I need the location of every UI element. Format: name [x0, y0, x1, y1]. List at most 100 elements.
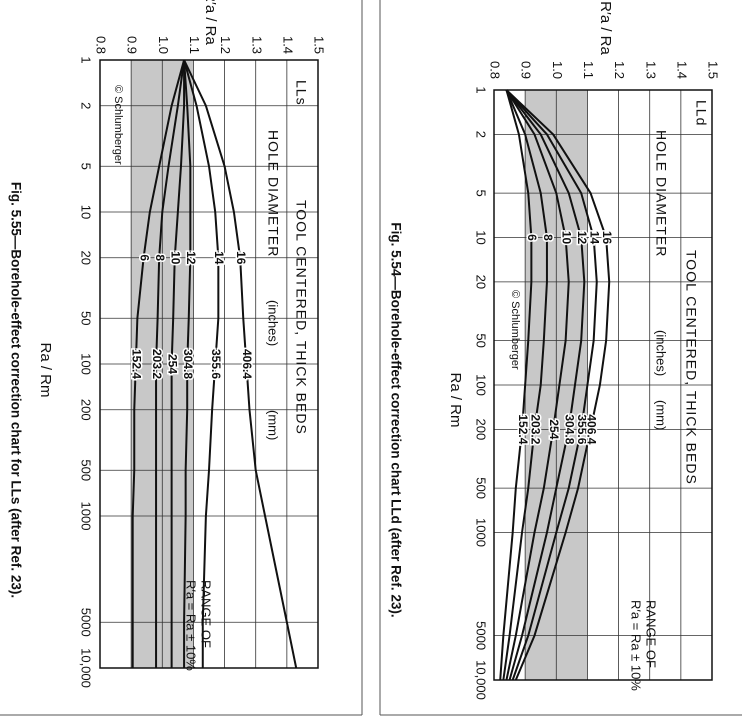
curve-label: 12 — [575, 231, 589, 245]
annotation: RANGE OF — [644, 600, 659, 668]
curve-label: 12 — [184, 251, 198, 265]
curve — [183, 59, 192, 668]
curve-label-mm: 406.4 — [240, 349, 254, 379]
x-tick-label: 10,000 — [79, 648, 94, 688]
x-tick-label: 2 — [79, 102, 94, 109]
copyright: © Schlumberger — [112, 85, 124, 165]
chart-title: TOOL CENTERED, THICK BEDS — [293, 200, 309, 435]
curve-label-mm: 203.2 — [150, 349, 164, 379]
y-tick-label: 1.1 — [187, 36, 202, 54]
x-tick-label: 200 — [474, 419, 489, 441]
annotation: RANGE OF — [199, 580, 214, 648]
y-tick-label: 0.8 — [94, 36, 109, 54]
x-axis-label: Ra / Rm — [37, 342, 54, 397]
curve-label: 8 — [541, 234, 555, 241]
plot-frame — [493, 89, 713, 681]
curve-label-mm: 355.6 — [209, 349, 223, 379]
x-tick-label: 2 — [474, 131, 489, 138]
curve-label-mm: 254 — [165, 354, 179, 374]
x-tick-label: 500 — [474, 477, 489, 499]
x-tick-label: 200 — [79, 399, 94, 421]
chart-title: TOOL CENTERED, THICK BEDS — [683, 250, 699, 485]
x-tick-label: 10 — [474, 230, 489, 244]
curve — [499, 89, 533, 681]
curve-label: 14 — [587, 231, 601, 245]
x-tick-label: 100 — [474, 374, 489, 396]
curve — [505, 89, 586, 681]
curve — [183, 59, 298, 669]
y-tick-label: 1.2 — [612, 61, 627, 79]
legend-units: (inches) — [266, 300, 281, 346]
x-tick-label: 5000 — [474, 621, 489, 650]
legend-title: HOLE DIAMETER — [265, 130, 281, 257]
curve — [131, 59, 186, 668]
curve — [505, 89, 598, 681]
y-tick-label: 1.2 — [218, 36, 233, 54]
curve — [183, 59, 220, 668]
x-tick-label: 500 — [79, 459, 94, 481]
curve-label-mm: 203.2 — [528, 414, 542, 444]
x-tick-label: 1000 — [79, 502, 94, 531]
x-tick-label: 50 — [474, 333, 489, 347]
curve-label: 16 — [234, 251, 248, 265]
x-tick-label: 1 — [79, 56, 94, 63]
copyright: © Schlumberger — [509, 290, 521, 370]
legend-units: (mm) — [266, 410, 281, 440]
y-tick-label: 1.0 — [156, 36, 171, 54]
chart-label: LLs — [293, 80, 309, 106]
legend-units: (mm) — [654, 400, 669, 430]
curve — [155, 59, 186, 668]
chart-label: LLd — [693, 100, 709, 126]
annotation: R′a = Ra ± 10% — [184, 580, 199, 671]
curve-label: 10 — [559, 231, 573, 245]
legend-units: (inches) — [654, 330, 669, 376]
x-tick-label: 50 — [79, 311, 94, 325]
x-tick-label: 10 — [79, 205, 94, 219]
y-tick-label: 0.9 — [125, 36, 140, 54]
y-tick-label: 1.5 — [312, 36, 327, 54]
curve — [502, 89, 548, 681]
x-tick-label: 5 — [79, 163, 94, 170]
x-tick-label: 100 — [79, 353, 94, 375]
curve-label-mm: 304.8 — [563, 414, 577, 444]
x-tick-label: 5 — [474, 189, 489, 196]
y-tick-label: 1.3 — [643, 61, 658, 79]
x-tick-label: 20 — [79, 251, 94, 265]
chart: 0.8 0.9 1.0 1.1 1.2 1.3 1.4 1.51251020501002005… — [388, 1, 720, 700]
caption: Fig. 5.55—Borehole-effect correction cha… — [8, 182, 23, 598]
x-axis-label: Ra / Rm — [447, 372, 464, 427]
curve-label: 10 — [169, 251, 183, 265]
curve-label-mm: 152.4 — [516, 414, 530, 444]
curve-label-mm: 152.4 — [130, 349, 144, 379]
curve-label-mm: 254 — [547, 419, 561, 439]
y-tick-label: 1.1 — [581, 61, 596, 79]
curve-label: 16 — [600, 231, 614, 245]
x-tick-label: 10,000 — [474, 660, 489, 700]
caption: Fig. 5.54—Borehole-effect correction cha… — [388, 222, 403, 617]
plot-frame — [99, 59, 319, 669]
annotation: R′a = Ra ± 10% — [629, 600, 644, 691]
y-axis-label: R′a / Ra — [202, 0, 219, 45]
y-tick-label: 1.4 — [280, 36, 295, 54]
curve-label-mm: 304.8 — [181, 349, 195, 379]
y-tick-label: 1.5 — [706, 61, 721, 79]
y-tick-label: 0.9 — [519, 61, 534, 79]
curve — [170, 60, 186, 668]
x-tick-label: 20 — [474, 275, 489, 289]
x-tick-label: 1000 — [474, 518, 489, 547]
curve-label: 6 — [525, 234, 539, 241]
curve — [505, 89, 570, 681]
curve-label: 8 — [153, 254, 167, 261]
y-tick-label: 1.4 — [674, 61, 689, 79]
x-tick-label: 1 — [474, 86, 489, 93]
curve — [505, 89, 611, 681]
y-tick-label: 1.3 — [249, 36, 264, 54]
curve-label: 14 — [212, 251, 226, 265]
curve-label-mm: 355.6 — [575, 414, 589, 444]
x-tick-label: 5000 — [79, 608, 94, 637]
chart: 0.8 0.9 1.0 1.1 1.2 1.3 1.4 1.51251020501002005… — [8, 0, 326, 688]
curve-label-mm: 406.4 — [584, 414, 598, 444]
y-tick-label: 0.8 — [488, 61, 503, 79]
curve-label: 6 — [137, 254, 151, 261]
